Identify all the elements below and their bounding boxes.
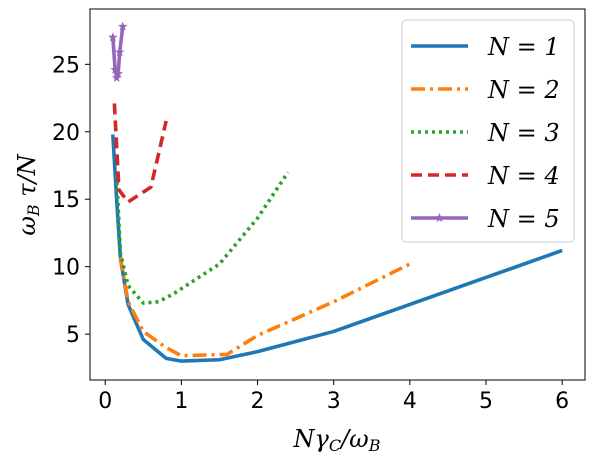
- plot-frame: [89, 8, 586, 381]
- series-line-4: [112, 103, 168, 204]
- series-marker: [108, 32, 118, 42]
- series-line-3: [114, 171, 290, 305]
- series-marker: [117, 21, 128, 31]
- legend-box: [401, 19, 575, 243]
- legend-label: N = 1: [487, 33, 560, 61]
- x-tick-label: 4: [403, 389, 417, 414]
- series-marker: [110, 64, 120, 74]
- legend-label: N = 2: [487, 76, 560, 104]
- axis-ticks: 0 1 2 3 4 5 6 5 10 15 20 25: [52, 53, 569, 414]
- legend-label: N = 3: [487, 119, 560, 147]
- x-tick-label: 0: [98, 389, 112, 414]
- x-tick-label: 2: [251, 389, 265, 414]
- plot-lines: [108, 21, 563, 363]
- y-axis-label: ωB τ/N: [13, 153, 43, 235]
- x-tick-label: 3: [327, 389, 341, 414]
- legend-marker: [434, 212, 445, 223]
- series-marker: [113, 68, 123, 78]
- x-tick-label: 1: [174, 389, 188, 414]
- x-tick-label: 5: [479, 389, 493, 414]
- y-tick-label: 10: [52, 256, 80, 281]
- y-tick-label: 20: [52, 121, 80, 146]
- y-tick-label: 15: [52, 188, 80, 213]
- legend: N = 1 N = 2 N = 3 N = 4 N = 5: [401, 19, 575, 243]
- legend-label: N = 4: [487, 162, 560, 190]
- legend-label: N = 5: [487, 205, 560, 233]
- series-line-2: [118, 256, 411, 358]
- x-axis-label: NγC/ωB: [292, 425, 380, 455]
- y-tick-label: 5: [66, 323, 80, 348]
- x-tick-label: 6: [555, 389, 569, 414]
- series-marker: [114, 47, 125, 57]
- y-tick-label: 25: [52, 53, 80, 78]
